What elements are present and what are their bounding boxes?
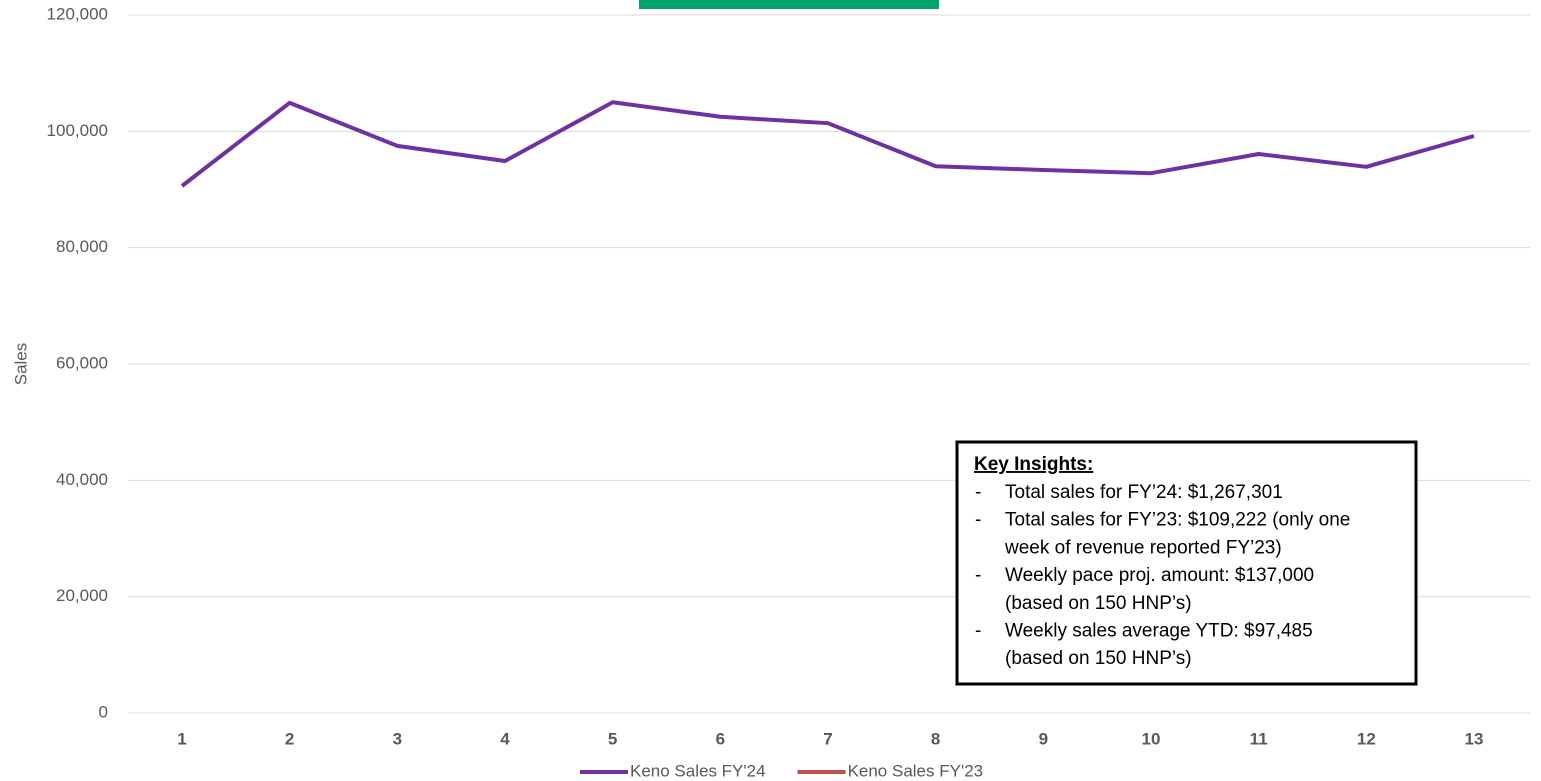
x-tick-label: 4 xyxy=(500,729,510,748)
key-insights-box xyxy=(955,440,1418,686)
series-line xyxy=(180,100,1475,188)
x-tick-label: 12 xyxy=(1357,729,1376,748)
insight-line: Weekly sales average YTD: $97,485 xyxy=(1005,621,1313,642)
y-tick-label: 20,000 xyxy=(56,586,108,605)
legend-label: Keno Sales FY'23 xyxy=(848,761,984,780)
insight-line: (based on 150 HNP’s) xyxy=(1005,593,1192,614)
y-tick-label: 80,000 xyxy=(56,237,108,256)
insight-line: Total sales for FY’24: $1,267,301 xyxy=(1005,482,1283,503)
x-tick-label: 2 xyxy=(285,729,294,748)
y-tick-label: 40,000 xyxy=(56,470,108,489)
bullet: - xyxy=(975,621,981,642)
key-insights-title: Key Insights: xyxy=(974,454,1093,475)
y-tick-label: 120,000 xyxy=(47,4,108,23)
x-tick-label: 10 xyxy=(1142,729,1161,748)
bullet: - xyxy=(975,565,981,586)
bullet: - xyxy=(975,482,981,503)
insight-line: (based on 150 HNP’s) xyxy=(1005,648,1192,669)
x-tick-label: 3 xyxy=(393,729,402,748)
key-insights: Key Insights: - Total sales for FY’24: $1,… xyxy=(955,440,1418,686)
x-tick-label: 1 xyxy=(177,729,186,748)
title-banner xyxy=(639,0,939,9)
x-tick-label: 11 xyxy=(1250,729,1268,748)
x-tick-label: 6 xyxy=(716,729,725,748)
x-tick-label: 7 xyxy=(823,729,832,748)
insight-line: week of revenue reported FY’23) xyxy=(1004,537,1282,558)
y-tick-label: 0 xyxy=(99,702,108,721)
y-tick-label: 60,000 xyxy=(56,353,108,372)
bullet: - xyxy=(975,510,981,531)
x-tick-label: 8 xyxy=(931,729,940,748)
x-tick-label: 5 xyxy=(608,729,617,748)
legend-label: Keno Sales FY'24 xyxy=(630,761,766,780)
insight-line: Total sales for FY’23: $109,222 (only on… xyxy=(1005,510,1350,531)
x-tick-label: 9 xyxy=(1039,729,1048,748)
insight-line: Weekly pace proj. amount: $137,000 xyxy=(1005,565,1314,586)
y-axis-label: Sales xyxy=(11,343,30,386)
y-tick-label: 100,000 xyxy=(47,121,108,140)
x-tick-label: 13 xyxy=(1465,729,1484,748)
